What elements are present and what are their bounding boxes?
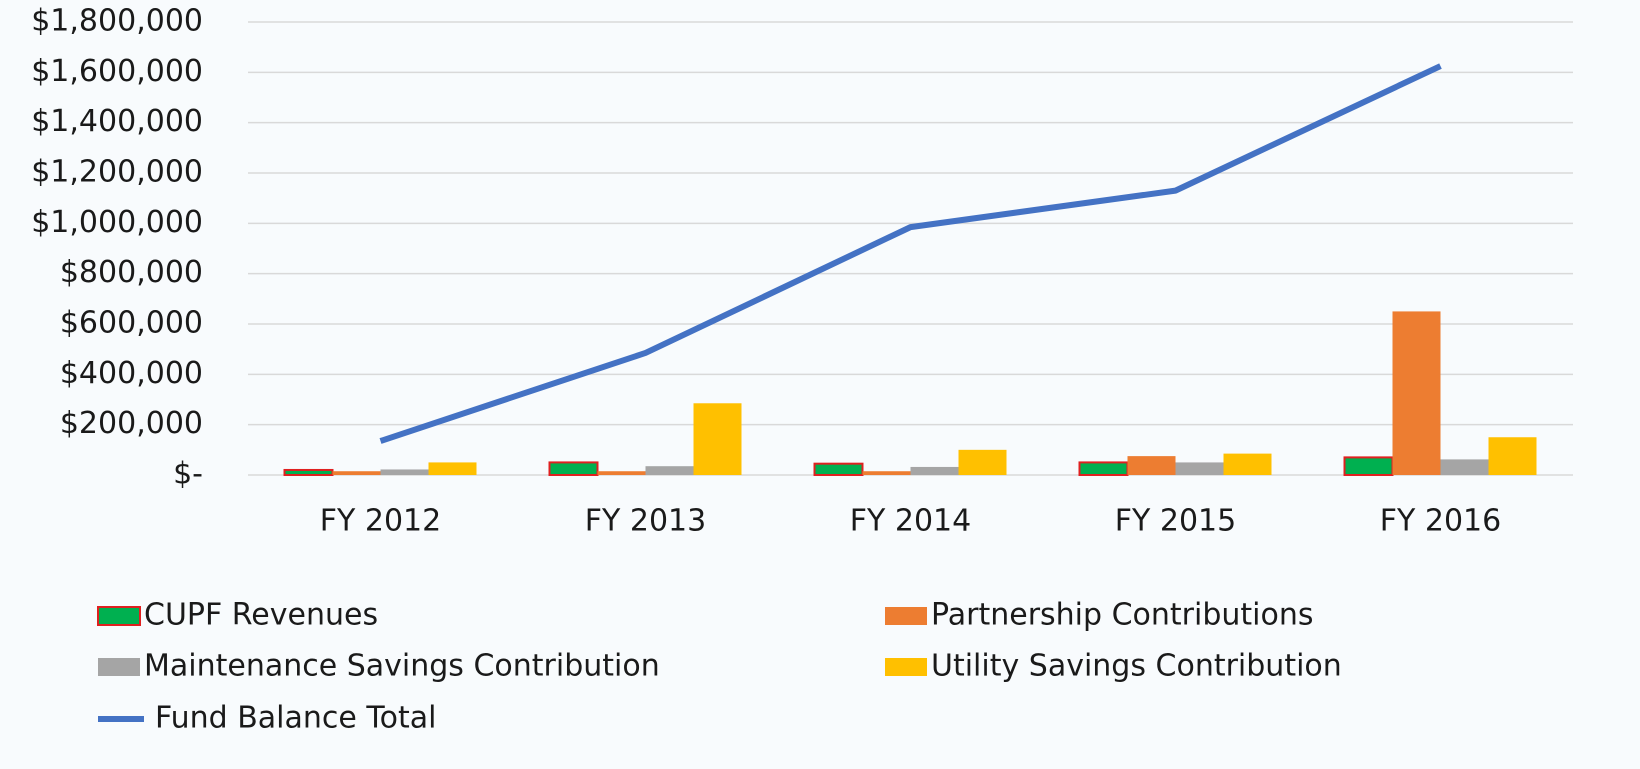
y-tick-label: $200,000 — [60, 406, 203, 441]
bar — [910, 466, 959, 475]
legend-label: Maintenance Savings Contribution — [144, 649, 660, 684]
bar — [283, 468, 334, 477]
legend-label: Partnership Contributions — [931, 598, 1314, 633]
bar — [332, 471, 381, 475]
legend-swatch — [98, 658, 140, 676]
x-tick-label: FY 2014 — [850, 504, 971, 539]
legend-label: Fund Balance Total — [155, 701, 436, 736]
legend-label: Utility Savings Contribution — [931, 649, 1342, 684]
y-tick-label: $800,000 — [60, 255, 203, 290]
bar — [1488, 437, 1537, 475]
bar — [428, 462, 477, 475]
line — [379, 63, 1442, 444]
bar — [862, 471, 911, 475]
y-tick-label: $400,000 — [60, 356, 203, 391]
bar — [1392, 311, 1441, 475]
legend-swatch — [97, 606, 141, 626]
bar — [1078, 461, 1129, 476]
bar — [1343, 456, 1394, 476]
bar — [548, 461, 599, 476]
bar — [380, 469, 429, 475]
legend-label: CUPF Revenues — [144, 598, 378, 633]
x-tick-label: FY 2016 — [1380, 504, 1501, 539]
y-tick-label: $1,800,000 — [31, 4, 203, 39]
legend-swatch — [885, 607, 927, 625]
legend-swatch — [885, 658, 927, 676]
bar — [813, 462, 864, 476]
bar — [693, 403, 742, 475]
bar — [1223, 453, 1272, 475]
bar — [597, 471, 646, 475]
x-tick-label: FY 2015 — [1115, 504, 1236, 539]
bar — [1175, 462, 1224, 475]
y-tick-label: $1,000,000 — [31, 205, 203, 240]
y-tick-label: $600,000 — [60, 306, 203, 341]
y-tick-label: $1,200,000 — [31, 155, 203, 190]
y-tick-label: $- — [173, 457, 203, 492]
y-tick-label: $1,600,000 — [31, 54, 203, 89]
y-tick-label: $1,400,000 — [31, 104, 203, 139]
bar — [1440, 459, 1489, 475]
bar — [645, 466, 694, 475]
x-tick-label: FY 2012 — [320, 504, 441, 539]
x-tick-label: FY 2013 — [585, 504, 706, 539]
bar — [1127, 456, 1176, 475]
bar — [958, 449, 1007, 475]
